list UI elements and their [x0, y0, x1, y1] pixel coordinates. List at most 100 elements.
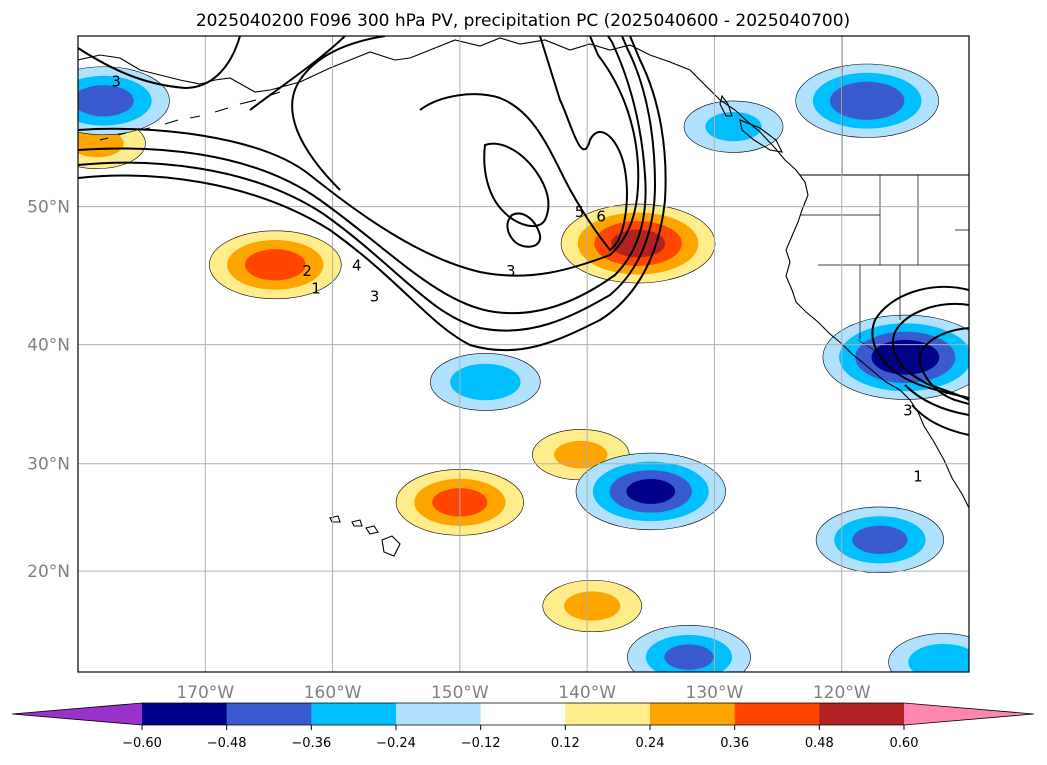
pv-contour-se-4 — [904, 384, 969, 436]
bc-coastline — [785, 169, 969, 509]
precip-anomaly-0-outline — [208, 230, 342, 300]
map-frame — [77, 35, 970, 673]
colorbar-segment-8 — [819, 703, 905, 725]
pv-contour-6 — [419, 36, 628, 252]
colorbar-label-3: −0.24 — [376, 736, 416, 751]
pv-contour-1 — [78, 36, 667, 352]
pv-contour-upper-left — [78, 36, 241, 90]
precip-anomaly-11-outline — [815, 506, 945, 574]
pv-contour-se-2 — [892, 302, 969, 401]
colorbar-label-6: 0.24 — [636, 736, 665, 751]
precip-anomaly-3 — [542, 579, 643, 633]
pv-contour-label-3: 3 — [370, 288, 380, 306]
x-tick-label-2: 150°W — [431, 683, 489, 703]
precip-anomaly-8-outline — [430, 353, 541, 411]
precip-anomaly-5-level-1 — [78, 129, 124, 158]
precip-anomaly-11 — [815, 506, 945, 574]
colorbar-segment-6 — [650, 703, 736, 725]
pv-contour-label-7: 6 — [596, 208, 606, 226]
y-tick-label-3: 50°N — [27, 198, 70, 218]
pv-contour-label-5: 3 — [506, 262, 516, 280]
precip-anomaly-0-level-2 — [244, 249, 306, 281]
x-axis-tick-labels: 170°W 160°W 150°W 140°W 130°W 120°W — [176, 683, 870, 703]
precipitation-anomaly-layer — [78, 63, 969, 672]
colorbar-segment-7 — [734, 703, 820, 725]
colorbar-label-0: −0.60 — [122, 736, 162, 751]
precip-anomaly-3-level-1 — [564, 591, 621, 621]
colorbar: −0.60 −0.48 −0.36 −0.24 −0.12 0.12 0.24 0.36 0.4… — [11, 702, 1035, 751]
precip-anomaly-7 — [795, 63, 939, 138]
colorbar-label-4: −0.12 — [461, 736, 501, 751]
precip-anomaly-10-outline — [822, 314, 969, 400]
pv-contour-2 — [78, 36, 657, 332]
pv-contour-label-0: 3 — [111, 72, 121, 90]
pv-contour-label-2: 2 — [302, 262, 312, 280]
pv-contour-label-4: 4 — [352, 256, 362, 274]
colorbar-segment-4 — [480, 703, 566, 725]
pv-contour-5 — [249, 36, 386, 191]
pv-contour-label-8: 1 — [913, 468, 923, 486]
precip-anomaly-8 — [430, 353, 541, 411]
colorbar-label-1: −0.48 — [207, 736, 247, 751]
x-tick-label-1: 160°W — [304, 683, 362, 703]
queen-charlotte-islands — [719, 94, 733, 117]
hawaii-islands — [329, 515, 401, 557]
pv-contour-label-1: 1 — [311, 280, 321, 298]
precip-anomaly-6-outline — [78, 66, 170, 136]
colorbar-label-5: 0.12 — [551, 736, 580, 751]
pv-contour-3-inner — [483, 142, 550, 248]
colorbar-label-2: −0.36 — [291, 736, 331, 751]
precip-anomaly-7-level-2 — [829, 81, 905, 120]
colorbar-segment-2 — [311, 703, 397, 725]
precip-anomaly-4-level-1 — [554, 440, 608, 469]
chart-title: 2025040200 F096 300 hPa PV, precipitatio… — [196, 11, 850, 31]
pv-contour-se-3 — [918, 327, 969, 405]
y-tick-label-1: 30°N — [27, 455, 70, 475]
precip-anomaly-8-level-1 — [450, 363, 521, 401]
precip-anomaly-13-outline — [888, 633, 969, 672]
colorbar-extend-high — [904, 703, 1034, 725]
precip-anomaly-13-level-1 — [908, 643, 969, 672]
precip-anomaly-9 — [575, 452, 726, 531]
y-axis-tick-labels: 20°N 30°N 40°N 50°N — [27, 198, 70, 583]
pv-contour-layer — [78, 36, 969, 436]
pv-contour-label-9: 3 — [903, 401, 913, 419]
x-tick-label-5: 120°W — [813, 683, 871, 703]
grid-lines — [78, 36, 969, 672]
x-tick-label-3: 140°W — [558, 683, 616, 703]
precip-anomaly-12-outline — [627, 625, 751, 672]
pv-contour-3 — [78, 36, 647, 315]
precip-anomaly-13 — [888, 633, 969, 672]
colorbar-segment-5 — [565, 703, 651, 725]
precip-anomaly-0 — [208, 230, 342, 300]
precip-anomaly-9-outline — [575, 452, 726, 531]
y-tick-label-2: 40°N — [27, 336, 70, 356]
precip-anomaly-14-outline — [683, 100, 784, 153]
precip-anomaly-3-outline — [542, 579, 643, 633]
precip-anomaly-9-level-3 — [626, 478, 676, 504]
precip-anomaly-11-level-2 — [852, 525, 908, 555]
y-tick-label-0: 20°N — [27, 562, 70, 582]
colorbar-label-9: 0.60 — [890, 736, 919, 751]
x-tick-label-4: 130°W — [686, 683, 744, 703]
x-tick-label-0: 170°W — [176, 683, 234, 703]
colorbar-segment-0 — [142, 703, 228, 725]
vancouver-island — [739, 119, 783, 153]
precip-anomaly-12-level-2 — [664, 644, 714, 670]
precip-anomaly-12 — [627, 625, 751, 672]
pv-contour-se-1 — [871, 285, 969, 399]
map-background — [78, 36, 969, 672]
us-state-borders — [800, 175, 969, 386]
precip-anomaly-6 — [78, 66, 170, 136]
pv-contour-label-6: 5 — [575, 203, 585, 221]
precip-anomaly-7-outline — [795, 63, 939, 138]
pv-contour-4 — [78, 36, 640, 277]
colorbar-extend-low — [12, 703, 142, 725]
precip-anomaly-6-level-2 — [78, 85, 134, 117]
colorbar-segment-1 — [226, 703, 312, 725]
colorbar-label-7: 0.36 — [720, 736, 749, 751]
colorbar-segment-3 — [396, 703, 482, 725]
